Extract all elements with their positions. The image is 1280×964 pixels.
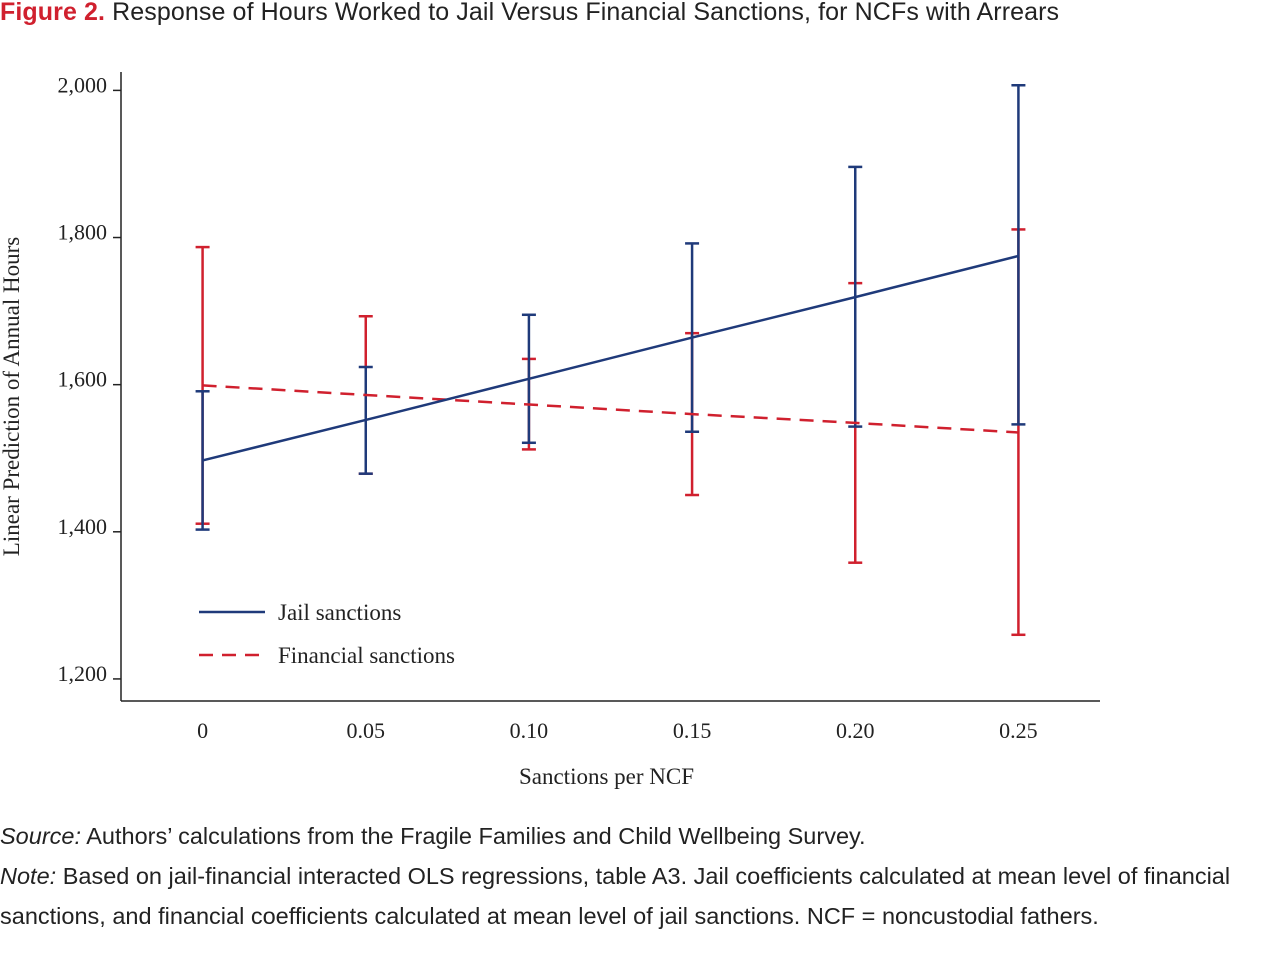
source-note: Source: Authors’ calculations from the F…	[0, 816, 1280, 856]
figure-notes: Source: Authors’ calculations from the F…	[0, 816, 1280, 936]
figure-title: Figure 2. Response of Hours Worked to Ja…	[0, 0, 1059, 27]
y-tick-label: 2,000	[58, 72, 108, 97]
x-tick-label: 0.25	[999, 718, 1038, 743]
financial-series-line	[202, 384, 1019, 434]
source-label: Source:	[0, 823, 81, 849]
legend-label-financial: Financial sanctions	[278, 643, 455, 668]
chart-marks	[195, 83, 1026, 637]
y-tick-label: 1,400	[58, 514, 108, 539]
y-axis-title: Linear Prediction of Annual Hours	[0, 237, 24, 556]
y-tick-label: 1,600	[58, 367, 108, 392]
x-tick-label: 0.10	[510, 718, 549, 743]
y-tick-label: 1,800	[58, 220, 108, 245]
legend-label-jail: Jail sanctions	[278, 600, 401, 625]
jail-error-bars	[195, 83, 1026, 531]
x-tick-label: 0.15	[673, 718, 712, 743]
x-tick-label: 0.20	[836, 718, 875, 743]
axes: 1,200 1,400 1,600 1,800 2,000 0 0.05 0.10 0.15 0.…	[0, 72, 1100, 789]
y-tick-label: 1,200	[58, 661, 108, 686]
figure-label: Figure 2.	[0, 0, 106, 26]
legend: Jail sanctions Financial sanctions	[199, 600, 455, 668]
jail-series-line	[202, 254, 1019, 462]
note-label: Note:	[0, 863, 57, 889]
source-text: Authors’ calculations from the Fragile F…	[81, 823, 866, 849]
note: Note: Based on jail-financial interacted…	[0, 856, 1280, 936]
note-text: Based on jail-financial interacted OLS r…	[0, 863, 1231, 929]
x-axis-title: Sanctions per NCF	[519, 764, 694, 789]
x-tick-label: 0.05	[347, 718, 386, 743]
chart: 1,200 1,400 1,600 1,800 2,000 0 0.05 0.10 0.15 0.…	[0, 72, 1100, 789]
figure-title-text: Response of Hours Worked to Jail Versus …	[112, 0, 1060, 26]
x-tick-label: 0	[197, 718, 208, 743]
